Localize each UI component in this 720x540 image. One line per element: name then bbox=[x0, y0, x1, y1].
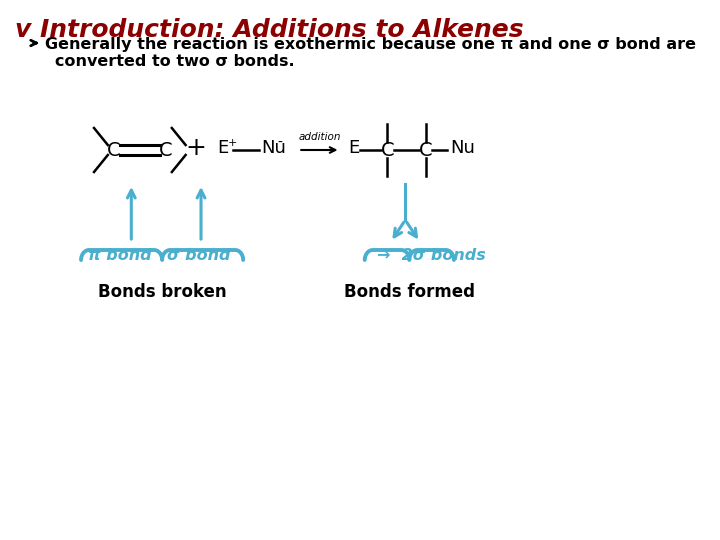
Text: σ bond: σ bond bbox=[167, 247, 230, 262]
Text: Bonds broken: Bonds broken bbox=[98, 283, 226, 301]
Text: Nu: Nu bbox=[450, 139, 474, 157]
Text: C: C bbox=[419, 140, 432, 159]
Text: →  2σ bonds: → 2σ bonds bbox=[377, 247, 486, 262]
Text: Generally the reaction is exothermic because one π and one σ bond are: Generally the reaction is exothermic bec… bbox=[45, 37, 696, 52]
Text: E: E bbox=[348, 139, 360, 157]
Text: Bonds formed: Bonds formed bbox=[344, 283, 474, 301]
Text: E: E bbox=[217, 139, 228, 157]
Text: v Introduction: Additions to Alkenes: v Introduction: Additions to Alkenes bbox=[14, 18, 523, 42]
Text: converted to two σ bonds.: converted to two σ bonds. bbox=[55, 54, 294, 69]
Text: +: + bbox=[228, 138, 237, 148]
Text: π bond: π bond bbox=[88, 247, 152, 262]
Text: addition: addition bbox=[298, 132, 341, 142]
Text: C: C bbox=[381, 140, 395, 159]
Text: Nu: Nu bbox=[261, 139, 286, 157]
Text: -: - bbox=[277, 136, 282, 150]
Text: +: + bbox=[186, 136, 207, 160]
Text: C: C bbox=[159, 140, 173, 159]
Text: C: C bbox=[107, 140, 120, 159]
